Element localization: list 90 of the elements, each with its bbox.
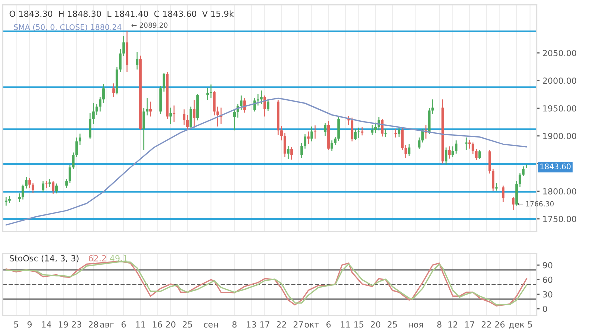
candlestick bbox=[354, 128, 357, 140]
candlestick bbox=[394, 129, 398, 138]
candlestick bbox=[287, 146, 290, 160]
candlestick bbox=[475, 148, 478, 161]
x-tick-label: дек bbox=[509, 323, 525, 329]
x-tick-label: 17 bbox=[465, 322, 474, 328]
candlestick bbox=[495, 182, 498, 192]
candlestick bbox=[448, 146, 451, 160]
text: O 1843.30 H 1848.30 L 1841.40 C 1843.60 V 15.9k bbox=[10, 10, 234, 18]
candlestick bbox=[112, 83, 116, 98]
y-tick-label: 2050.00 bbox=[543, 50, 576, 56]
candlestick bbox=[193, 100, 196, 128]
x-tick-label: 26 bbox=[495, 322, 505, 328]
x-tick-label: 25 bbox=[388, 322, 398, 328]
candlestick bbox=[310, 126, 314, 142]
y-tick-label: 1900.00 bbox=[543, 133, 576, 140]
candlestick bbox=[55, 183, 58, 194]
candlestick bbox=[478, 149, 482, 160]
x-tick-label: 23 bbox=[72, 322, 82, 328]
candlestick bbox=[126, 30, 129, 74]
candlestick bbox=[328, 120, 330, 152]
candlestick bbox=[28, 178, 32, 189]
candlestick bbox=[398, 127, 401, 138]
x-tick-label: авг bbox=[100, 323, 114, 328]
x-tick-label: 11 bbox=[136, 322, 146, 328]
y-tick-label: 0 bbox=[543, 306, 548, 312]
candlestick bbox=[445, 147, 448, 166]
candlestick bbox=[52, 181, 55, 195]
candlestick bbox=[358, 127, 360, 139]
series-label: 49.1 bbox=[110, 255, 128, 262]
candlestick bbox=[260, 90, 263, 105]
x-tick-label: 15 bbox=[354, 322, 364, 328]
candlestick bbox=[42, 181, 45, 192]
x-tick-label: 25 bbox=[183, 322, 192, 328]
x-tick-label: 8 bbox=[438, 322, 442, 328]
y-tick-label: 30 bbox=[543, 291, 553, 298]
candlestick bbox=[330, 140, 334, 152]
candlestick bbox=[371, 124, 374, 136]
candlestick bbox=[206, 88, 210, 101]
y-tick-label: 1750.00 bbox=[543, 216, 576, 222]
x-tick-label: 12 bbox=[448, 322, 458, 328]
candlestick bbox=[196, 94, 200, 122]
x-tick-label: 6 bbox=[326, 322, 331, 328]
x-tick-label: окт bbox=[304, 323, 320, 328]
line-series bbox=[6, 98, 528, 226]
x-tick-label: 28 bbox=[88, 322, 98, 328]
candlestick bbox=[324, 122, 327, 137]
x-tick-label: 11 bbox=[341, 322, 350, 328]
y-tick-label: 90 bbox=[543, 262, 553, 269]
y-tick-label: 1800.00 bbox=[543, 188, 576, 195]
candlestick bbox=[190, 106, 192, 128]
candlestick bbox=[150, 101, 152, 118]
candlestick bbox=[170, 107, 172, 124]
y-tick-label: 60 bbox=[543, 276, 553, 284]
x-tick-label: 20 bbox=[371, 322, 381, 328]
x-tick-label: 22 bbox=[277, 322, 286, 328]
x-tick-label: 17 bbox=[260, 322, 270, 328]
x-tick-label: 16 bbox=[153, 322, 162, 328]
x-tick-label: 9 bbox=[28, 322, 32, 328]
x-tick-label: ноя bbox=[409, 323, 424, 328]
candlestick bbox=[408, 144, 411, 157]
candlestick bbox=[512, 196, 515, 211]
candlestick bbox=[307, 131, 310, 145]
candlestick bbox=[465, 137, 468, 152]
series-label: 62.2 bbox=[89, 255, 106, 262]
candlestick bbox=[455, 140, 458, 154]
y-tick-label: 1950.00 bbox=[543, 105, 576, 112]
x-tick-label: 14 bbox=[42, 322, 52, 328]
x-tick-label: 13 bbox=[247, 322, 256, 328]
x-tick-label: 20 bbox=[166, 322, 176, 328]
candlestick bbox=[314, 125, 317, 140]
x-tick-label: 5 bbox=[14, 322, 18, 328]
candlestick bbox=[136, 52, 139, 70]
x-tick-label: 8 bbox=[232, 322, 237, 328]
candlestick bbox=[381, 118, 384, 138]
x-tick-label: 6 bbox=[122, 322, 126, 328]
candlestick bbox=[183, 109, 186, 126]
x-tick-label: 19 bbox=[59, 322, 68, 328]
candlestick bbox=[290, 146, 294, 160]
candlestick bbox=[338, 116, 340, 142]
x-tick-label: сен bbox=[204, 323, 218, 328]
candlestick bbox=[267, 98, 270, 112]
y-tick-label: 2000.00 bbox=[543, 78, 576, 84]
x-tick-label: 27 bbox=[294, 322, 304, 328]
x-tick-label: 5 bbox=[528, 322, 532, 328]
chart-title: StoOsc (14, 3, 3) bbox=[10, 255, 79, 263]
candlestick bbox=[284, 132, 286, 158]
candlestick bbox=[351, 117, 354, 142]
x-tick-label: 22 bbox=[482, 322, 492, 328]
candlestick bbox=[502, 185, 505, 202]
